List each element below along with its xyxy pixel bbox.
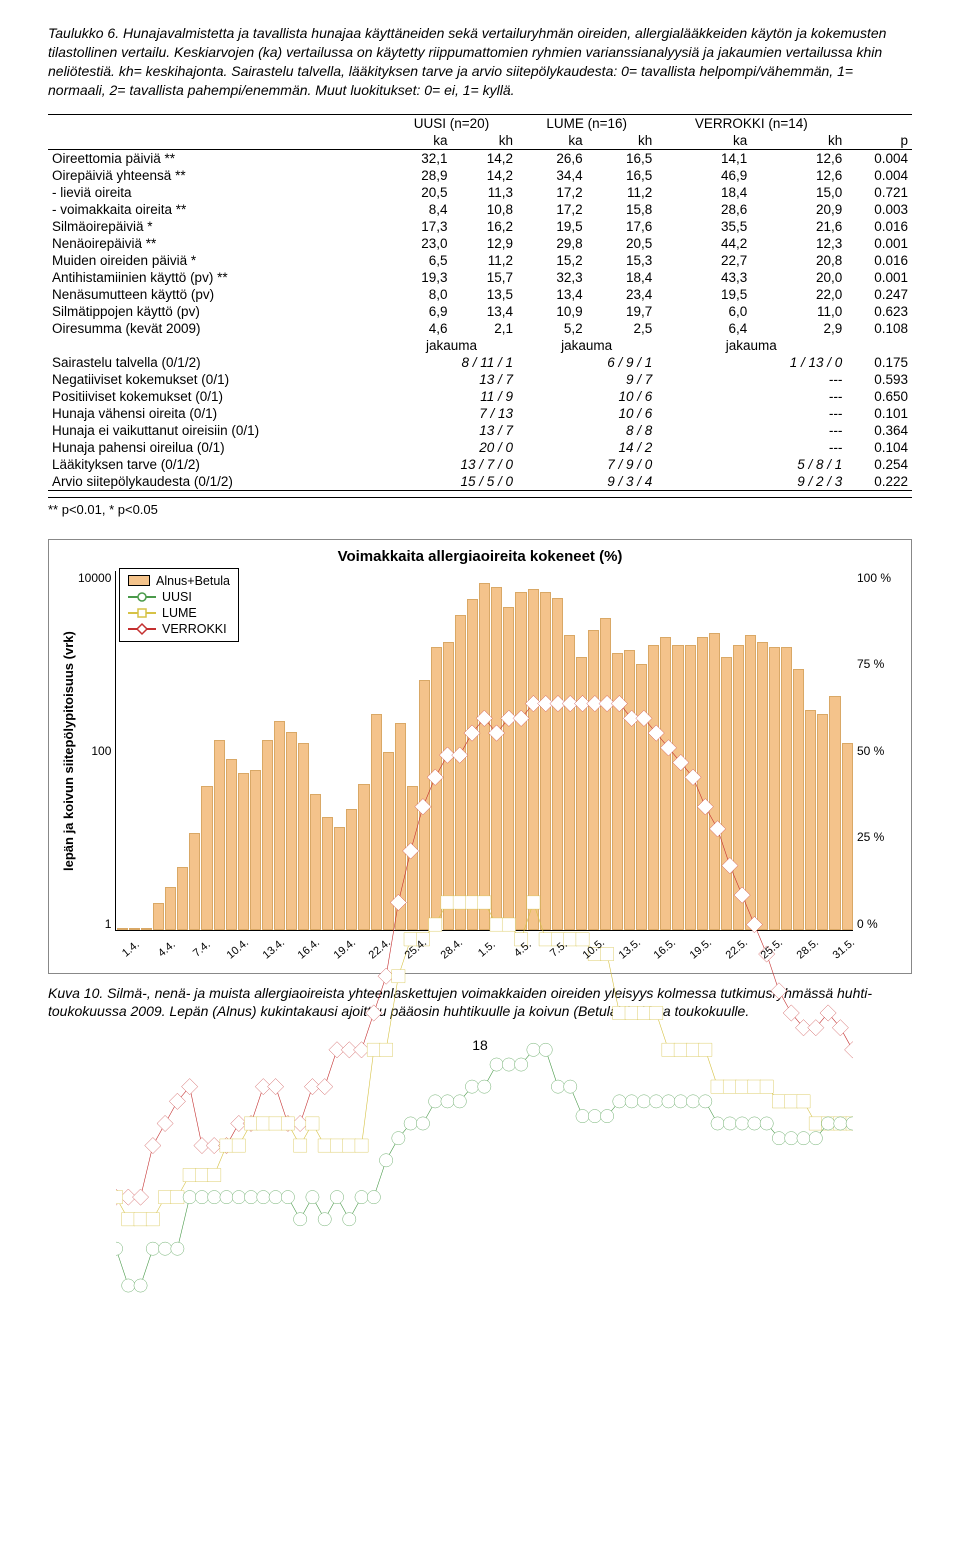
grp-uusi: UUSI (n=20) [386, 114, 517, 132]
y-ticks-left: 100001001 [78, 571, 115, 931]
stats-table: UUSI (n=20) LUME (n=16) VERROKKI (n=14) … [48, 114, 912, 491]
chart-container: Voimakkaita allergiaoireita kokeneet (%)… [48, 539, 912, 974]
chart-plot [115, 571, 853, 931]
grp-lume: LUME (n=16) [517, 114, 656, 132]
chart-title: Voimakkaita allergiaoireita kokeneet (%) [59, 548, 901, 565]
significance-note: ** p<0.01, * p<0.05 [48, 497, 912, 517]
y-ticks-right: 100 %75 %50 %25 %0 % [853, 571, 901, 931]
y-axis-left-label: lepän ja koivun siitepölypitoisuus (vrk) [59, 571, 78, 931]
grp-verrokki: VERROKKI (n=14) [656, 114, 846, 132]
table-caption: Taulukko 6. Hunajavalmistetta ja tavalli… [48, 24, 912, 100]
